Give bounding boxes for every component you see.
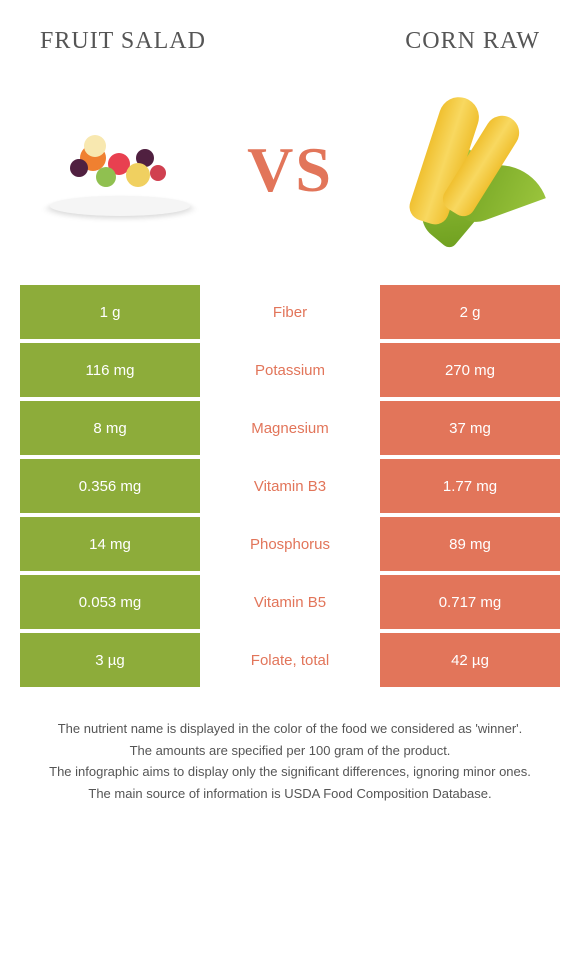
right-value: 89 mg — [380, 517, 560, 571]
left-value: 8 mg — [20, 401, 200, 455]
footer-notes: The nutrient name is displayed in the co… — [0, 691, 580, 803]
left-food-title: Fruit salad — [40, 28, 206, 55]
footer-line: The main source of information is USDA F… — [30, 784, 550, 804]
right-value: 1.77 mg — [380, 459, 560, 513]
images-row: VS — [0, 65, 580, 285]
nutrient-label: Fiber — [200, 285, 380, 339]
nutrient-label: Folate, total — [200, 633, 380, 687]
left-value: 116 mg — [20, 343, 200, 397]
left-value: 0.356 mg — [20, 459, 200, 513]
nutrient-label: Vitamin B3 — [200, 459, 380, 513]
right-value: 0.717 mg — [380, 575, 560, 629]
left-value: 14 mg — [20, 517, 200, 571]
nutrient-label: Phosphorus — [200, 517, 380, 571]
vs-label: VS — [247, 133, 333, 207]
nutrient-label: Potassium — [200, 343, 380, 397]
table-row: 8 mg Magnesium 37 mg — [20, 401, 560, 455]
table-row: 0.053 mg Vitamin B5 0.717 mg — [20, 575, 560, 629]
right-value: 2 g — [380, 285, 560, 339]
nutrient-label: Magnesium — [200, 401, 380, 455]
left-value: 1 g — [20, 285, 200, 339]
fruit-salad-image — [30, 80, 210, 260]
footer-line: The infographic aims to display only the… — [30, 762, 550, 782]
table-row: 14 mg Phosphorus 89 mg — [20, 517, 560, 571]
right-value: 37 mg — [380, 401, 560, 455]
footer-line: The nutrient name is displayed in the co… — [30, 719, 550, 739]
left-value: 0.053 mg — [20, 575, 200, 629]
table-row: 1 g Fiber 2 g — [20, 285, 560, 339]
right-food-title: Corn raw — [405, 28, 540, 55]
left-value: 3 µg — [20, 633, 200, 687]
table-row: 0.356 mg Vitamin B3 1.77 mg — [20, 459, 560, 513]
right-value: 270 mg — [380, 343, 560, 397]
footer-line: The amounts are specified per 100 gram o… — [30, 741, 550, 761]
nutrient-label: Vitamin B5 — [200, 575, 380, 629]
right-value: 42 µg — [380, 633, 560, 687]
corn-image — [370, 80, 550, 260]
table-row: 116 mg Potassium 270 mg — [20, 343, 560, 397]
header: Fruit salad Corn raw — [0, 0, 580, 65]
table-row: 3 µg Folate, total 42 µg — [20, 633, 560, 687]
comparison-table: 1 g Fiber 2 g 116 mg Potassium 270 mg 8 … — [20, 285, 560, 687]
